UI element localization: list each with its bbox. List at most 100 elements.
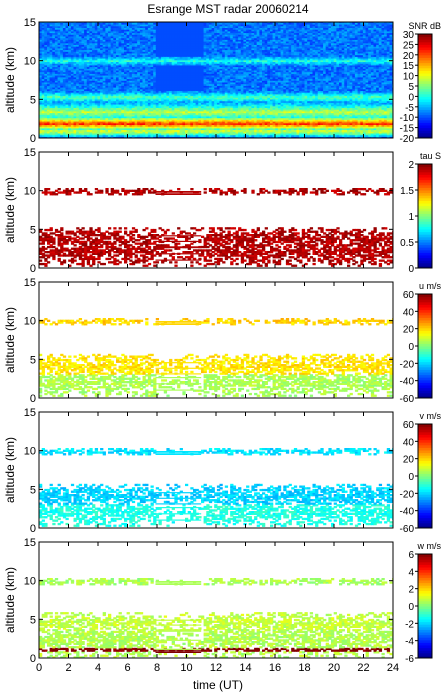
data-cell bbox=[208, 75, 213, 78]
data-cell bbox=[169, 44, 173, 47]
data-cell bbox=[105, 35, 109, 39]
data-cell bbox=[60, 71, 64, 74]
data-cell bbox=[185, 68, 189, 71]
data-cell bbox=[198, 42, 202, 45]
data-cell bbox=[177, 110, 181, 114]
data-cell bbox=[203, 122, 207, 125]
data-cell bbox=[124, 69, 128, 73]
data-cell bbox=[208, 115, 213, 119]
data-cell bbox=[182, 75, 186, 78]
data-cell bbox=[155, 102, 160, 105]
data-cell bbox=[185, 109, 189, 112]
data-cell bbox=[105, 104, 109, 107]
data-cell bbox=[224, 42, 229, 45]
data-cell bbox=[179, 39, 183, 42]
data-cell bbox=[54, 54, 59, 57]
data-cell bbox=[174, 69, 178, 73]
data-cell bbox=[227, 121, 231, 124]
data-cell bbox=[211, 109, 215, 112]
data-cell bbox=[86, 114, 91, 117]
data-cell bbox=[108, 32, 112, 35]
data-cell bbox=[92, 122, 96, 125]
data-cell bbox=[86, 105, 91, 108]
data-cell bbox=[155, 92, 160, 95]
data-cell bbox=[84, 100, 88, 103]
data-cell bbox=[169, 73, 173, 76]
data-cell bbox=[195, 58, 199, 61]
data-cell bbox=[86, 22, 91, 25]
data-cell bbox=[89, 110, 93, 114]
data-cell bbox=[49, 127, 53, 131]
data-cell bbox=[219, 134, 223, 137]
data-cell bbox=[161, 115, 165, 119]
data-cell bbox=[177, 49, 181, 52]
data-cell bbox=[208, 56, 213, 59]
data-cell bbox=[118, 42, 122, 45]
data-cell bbox=[54, 24, 59, 27]
data-cell bbox=[92, 49, 96, 52]
data-cell bbox=[158, 56, 162, 59]
data-cell bbox=[134, 112, 138, 115]
data-cell bbox=[142, 61, 146, 64]
data-cell bbox=[203, 117, 207, 120]
data-cell bbox=[52, 124, 56, 127]
data-cell bbox=[92, 127, 96, 131]
data-cell bbox=[57, 115, 61, 119]
data-cell bbox=[65, 35, 69, 39]
data-cell bbox=[193, 76, 197, 80]
data-cell bbox=[44, 71, 48, 74]
data-cell bbox=[208, 22, 213, 25]
data-cell bbox=[163, 100, 168, 103]
data-cell bbox=[201, 117, 205, 120]
data-cell bbox=[166, 119, 170, 122]
data-cell bbox=[86, 76, 91, 80]
data-cell bbox=[206, 126, 210, 129]
data-cell bbox=[89, 102, 93, 105]
data-cell bbox=[70, 71, 75, 74]
data-cell bbox=[214, 110, 218, 114]
data-cell bbox=[193, 35, 197, 39]
data-cell bbox=[47, 132, 51, 136]
data-cell bbox=[214, 114, 218, 117]
data-cell bbox=[113, 92, 117, 95]
data-cell bbox=[216, 97, 221, 100]
data-cell bbox=[92, 54, 96, 57]
data-cell bbox=[166, 122, 170, 125]
data-cell bbox=[134, 132, 138, 136]
data-cell bbox=[73, 30, 77, 34]
data-cell bbox=[139, 51, 144, 54]
data-cell bbox=[84, 117, 88, 120]
data-cell bbox=[222, 35, 226, 39]
data-cell bbox=[163, 132, 168, 136]
data-cell bbox=[102, 71, 106, 74]
data-cell bbox=[134, 110, 138, 114]
data-cell bbox=[134, 25, 138, 28]
data-cell bbox=[52, 34, 56, 37]
data-cell bbox=[198, 64, 202, 68]
data-cell bbox=[81, 75, 85, 78]
data-cell bbox=[208, 44, 213, 47]
data-cell bbox=[68, 68, 72, 71]
data-cell bbox=[86, 68, 91, 71]
data-cell bbox=[121, 81, 125, 85]
data-cell bbox=[206, 112, 210, 115]
data-cell bbox=[113, 75, 117, 78]
data-cell bbox=[39, 121, 43, 124]
data-cell bbox=[47, 49, 51, 52]
data-cell bbox=[89, 122, 93, 125]
data-cell bbox=[208, 35, 213, 39]
data-cell bbox=[206, 59, 210, 62]
data-cell bbox=[113, 132, 117, 136]
data-cell bbox=[171, 46, 175, 49]
data-cell bbox=[139, 56, 144, 59]
data-cell bbox=[155, 35, 160, 39]
data-cell bbox=[65, 90, 69, 93]
data-cell bbox=[76, 46, 80, 49]
data-cell bbox=[105, 132, 109, 136]
data-cell bbox=[92, 131, 96, 134]
data-cell bbox=[145, 47, 149, 51]
data-cell bbox=[222, 46, 226, 49]
data-cell bbox=[47, 76, 51, 80]
data-cell bbox=[94, 100, 99, 103]
data-cell bbox=[222, 80, 226, 83]
